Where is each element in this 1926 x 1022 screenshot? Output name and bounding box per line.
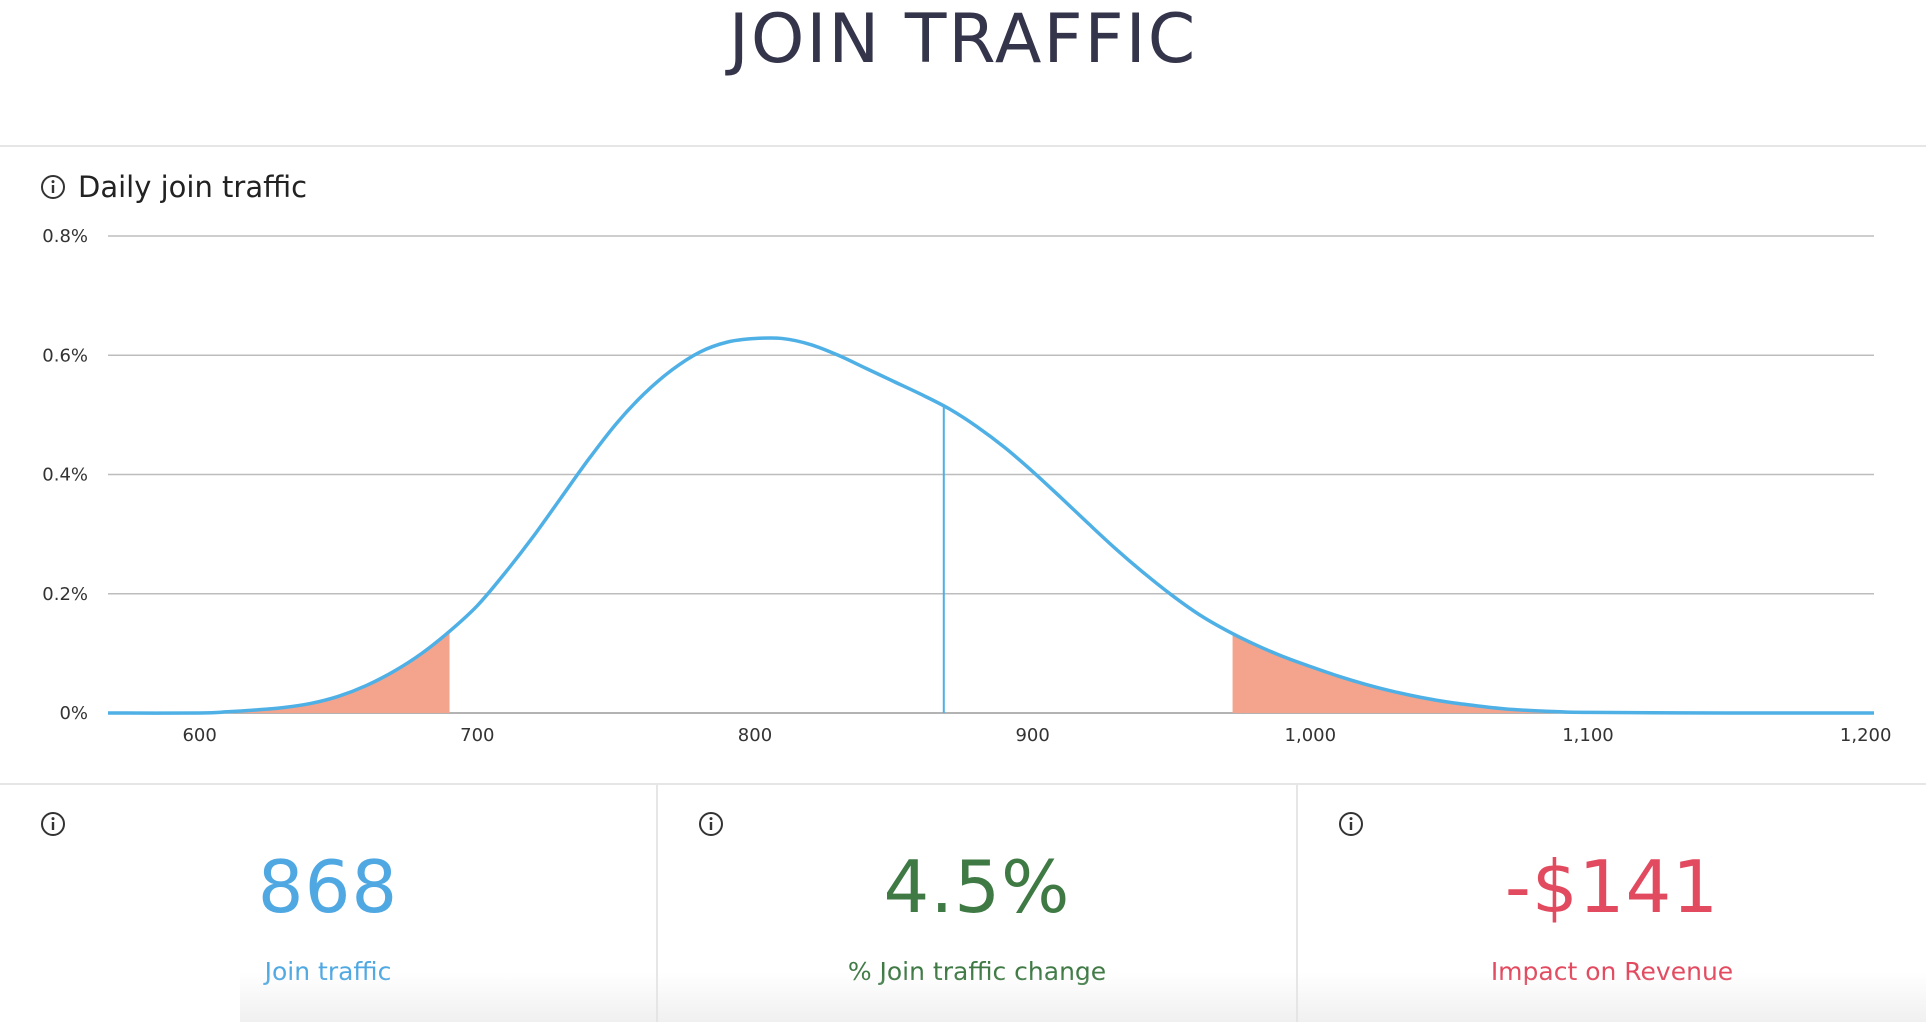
info-circle-icon[interactable]	[40, 174, 66, 200]
page-title: JOIN TRAFFIC	[728, 0, 1198, 79]
shaded-tail-region	[108, 631, 450, 713]
distribution-curve	[107, 336, 1875, 715]
divider	[0, 783, 1926, 785]
kpi-value: 868	[257, 845, 399, 929]
x-tick-label: 1,200	[1840, 725, 1892, 746]
x-tick-label: 900	[1015, 725, 1049, 746]
divider	[0, 145, 1926, 147]
y-tick-label: 0%	[59, 703, 88, 724]
y-tick-label: 0.8%	[42, 226, 88, 247]
info-circle-icon[interactable]	[40, 811, 66, 837]
kpi-label: Impact on Revenue	[1490, 957, 1734, 986]
x-tick-label: 600	[182, 725, 216, 746]
kpi-card-revenue-impact: -$141 Impact on Revenue	[1298, 785, 1926, 1022]
chart-panel: 0% 0.2% 0.4% 0.6% 0.8% 600 700 800 900 1,000 1,100…	[0, 147, 1926, 783]
x-tick-label: 800	[738, 725, 772, 746]
kpi-label: % Join traffic change	[847, 957, 1107, 986]
info-circle-icon[interactable]	[698, 811, 724, 837]
kpi-label: Join traffic	[264, 957, 392, 986]
join-traffic-chart: 0% 0.2% 0.4% 0.6% 0.8% 600 700 800 900 1,000 1,100…	[42, 226, 1892, 746]
chart-title: Daily join traffic	[78, 170, 308, 204]
x-tick-label: 1,000	[1285, 725, 1337, 746]
chart-header: Daily join traffic	[40, 169, 307, 205]
kpi-value: -$141	[1504, 845, 1720, 929]
kpi-card-join-traffic: 868 Join traffic	[0, 785, 658, 1022]
y-tick-label: 0.6%	[42, 345, 88, 366]
y-tick-label: 0.2%	[42, 584, 88, 605]
x-tick-label: 1,100	[1562, 725, 1614, 746]
kpi-row: 868 Join traffic 4.5% % Join traffic cha…	[0, 785, 1926, 1022]
info-circle-icon[interactable]	[1338, 811, 1364, 837]
kpi-value: 4.5%	[883, 845, 1071, 929]
y-tick-label: 0.4%	[42, 465, 88, 486]
kpi-card-traffic-change: 4.5% % Join traffic change	[658, 785, 1298, 1022]
x-tick-label: 700	[460, 725, 494, 746]
